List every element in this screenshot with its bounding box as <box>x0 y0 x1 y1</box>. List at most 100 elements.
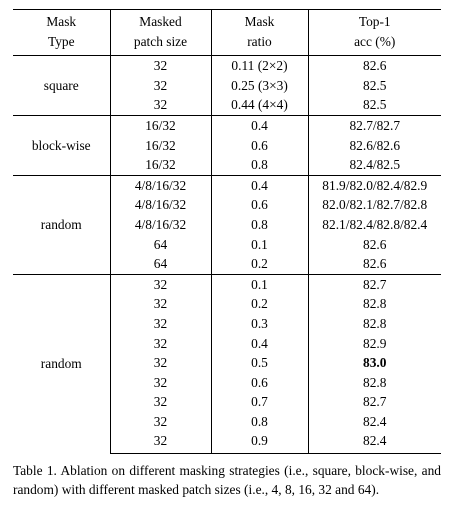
table-row: random 4/8/16/32 0.4 81.9/82.0/82.4/82.9 <box>13 174 441 275</box>
patch-size-cell: 32 <box>110 294 212 314</box>
top1-acc-cell: 82.9 <box>363 335 387 351</box>
mask-ratio-cell: 0.2 <box>211 294 309 314</box>
top1-acc-cell: 82.6/82.6 <box>349 137 401 153</box>
patch-size-cell: 16/32 <box>110 135 212 156</box>
top1-acc-cell: 82.4/82.5 <box>349 157 401 173</box>
header-patch-size-line1: Masked <box>110 8 212 32</box>
mask-ratio-cell: 0.8 <box>211 411 309 432</box>
table-row: 32 0.9 82.4 <box>13 431 441 455</box>
top1-acc-cell: 82.6 <box>363 58 387 74</box>
header-mask-type-line1: Mask <box>13 8 111 32</box>
patch-size-cell: 32 <box>110 411 212 432</box>
mask-ratio-cell: 0.44 (4×4) <box>211 95 309 116</box>
patch-size-cell: 64 <box>110 254 212 275</box>
top1-acc-cell: 82.5 <box>363 97 387 113</box>
top1-acc-cell: 82.4 <box>308 431 441 455</box>
ablation-table-figure: Mask Masked Mask Top-1 Type patch size r… <box>13 8 441 455</box>
patch-size-cell: 16/32 <box>110 155 212 176</box>
table-header: Mask Masked Mask Top-1 Type patch size r… <box>13 8 441 57</box>
mask-ratio-cell: 0.1 <box>211 234 309 255</box>
patch-size-cell: 32 <box>110 392 212 412</box>
patch-size-cell: 16/32 <box>110 114 212 136</box>
mask-type-cell: block-wise <box>13 114 111 176</box>
table-row: 32 0.4 82.9 <box>13 333 441 354</box>
header-top1-line2: acc (%) <box>308 31 441 57</box>
top1-acc-cell: 82.8 <box>363 315 387 331</box>
patch-size-cell: 32 <box>110 333 212 354</box>
table-row: 4/8/16/32 0.6 82.0/82.1/82.7/82.8 <box>13 195 441 215</box>
table-row: 32 0.3 82.8 <box>13 313 441 334</box>
mask-ratio-cell: 0.3 <box>211 313 309 334</box>
table-group: random 4/8/16/32 0.4 81.9/82.0/82.4/82.9 4/8… <box>13 174 441 275</box>
mask-ratio-cell: 0.8 <box>211 155 309 176</box>
patch-size-cell: 4/8/16/32 <box>110 195 212 215</box>
table-group: block-wise 16/32 0.4 82.7/82.7 16/32 0.6 82.6/… <box>13 114 441 176</box>
patch-size-cell: 32 <box>110 372 212 393</box>
mask-ratio-cell: 0.25 (3×3) <box>211 75 309 96</box>
mask-ratio-cell: 0.1 <box>211 273 309 295</box>
patch-size-cell: 32 <box>110 353 212 373</box>
patch-size-cell: 32 <box>110 313 212 334</box>
table-group: random 32 0.1 82.7 32 0.2 82.8 32 0.3 82.8 32 0.4 82… <box>13 273 441 455</box>
top1-acc-cell: 82.8 <box>363 374 387 390</box>
mask-type-cell: random <box>13 273 111 454</box>
table-row: 32 0.2 82.8 <box>13 294 441 314</box>
header-patch-size-line2: patch size <box>110 31 212 57</box>
table-row: square 32 0.11 (2×2) 82.6 <box>13 55 441 116</box>
top1-acc-cell: 82.4 <box>363 413 387 429</box>
top1-acc-cell: 81.9/82.0/82.4/82.9 <box>308 174 441 196</box>
table-row: 32 0.25 (3×3) 82.5 <box>13 75 441 96</box>
patch-size-cell: 32 <box>110 431 212 455</box>
top1-acc-cell: 82.7/82.7 <box>308 114 441 136</box>
patch-size-cell: 64 <box>110 234 212 255</box>
mask-ratio-cell: 0.7 <box>211 392 309 412</box>
mask-ratio-cell: 0.11 (2×2) <box>211 55 309 76</box>
mask-ratio-cell: 0.4 <box>211 114 309 136</box>
top1-acc-cell: 82.0/82.1/82.7/82.8 <box>322 197 428 213</box>
table-row: 4/8/16/32 0.8 82.1/82.4/82.8/82.4 <box>13 214 441 235</box>
table-row: block-wise 16/32 0.4 82.7/82.7 <box>13 114 441 176</box>
mask-ratio-cell: 0.6 <box>211 135 309 156</box>
table-row: 32 0.5 83.0 <box>13 353 441 373</box>
patch-size-cell: 4/8/16/32 <box>110 214 212 235</box>
table-row: random 32 0.1 82.7 <box>13 273 441 454</box>
top1-acc-cell: 82.5 <box>363 77 387 93</box>
mask-ratio-cell: 0.4 <box>211 174 309 196</box>
mask-type-cell: square <box>13 55 111 116</box>
top1-acc-cell: 83.0 <box>363 355 387 371</box>
mask-type-cell: random <box>13 174 111 275</box>
mask-ratio-cell: 0.4 <box>211 333 309 354</box>
header-mask-ratio-line1: Mask <box>211 8 309 32</box>
top1-acc-cell: 82.7 <box>308 273 441 295</box>
patch-size-cell: 32 <box>110 55 212 76</box>
table-row: 64 0.2 82.6 <box>13 254 441 275</box>
patch-size-cell: 32 <box>110 273 212 295</box>
mask-ratio-cell: 0.9 <box>211 431 309 455</box>
header-top1-line1: Top-1 <box>308 8 441 32</box>
top1-acc-cell: 82.7 <box>363 394 387 410</box>
mask-ratio-cell: 0.5 <box>211 353 309 373</box>
top1-acc-cell: 82.6 <box>363 236 387 252</box>
patch-size-cell: 32 <box>110 75 212 96</box>
header-mask-ratio-line2: ratio <box>211 31 309 57</box>
top1-acc-cell: 82.1/82.4/82.8/82.4 <box>322 216 428 232</box>
ablation-table: Mask Masked Mask Top-1 Type patch size r… <box>13 8 441 455</box>
mask-ratio-cell: 0.6 <box>211 195 309 215</box>
top1-acc-cell: 82.6 <box>363 256 387 272</box>
table-row: 32 0.44 (4×4) 82.5 <box>13 95 441 116</box>
mask-ratio-cell: 0.8 <box>211 214 309 235</box>
table-row: 32 0.7 82.7 <box>13 392 441 412</box>
table-caption: Table 1. Ablation on different masking s… <box>13 463 441 498</box>
table-row: 16/32 0.6 82.6/82.6 <box>13 135 441 156</box>
patch-size-cell: 4/8/16/32 <box>110 174 212 196</box>
header-mask-type-line2: Type <box>13 31 111 57</box>
patch-size-cell: 32 <box>110 95 212 116</box>
table-row: 16/32 0.8 82.4/82.5 <box>13 155 441 176</box>
table-row: 64 0.1 82.6 <box>13 234 441 255</box>
mask-ratio-cell: 0.2 <box>211 254 309 275</box>
table-row: 32 0.8 82.4 <box>13 411 441 432</box>
table-group: square 32 0.11 (2×2) 82.6 32 0.25 (3×3) 82.5 32… <box>13 55 441 116</box>
table-row: 32 0.6 82.8 <box>13 372 441 393</box>
mask-ratio-cell: 0.6 <box>211 372 309 393</box>
top1-acc-cell: 82.8 <box>363 296 387 312</box>
